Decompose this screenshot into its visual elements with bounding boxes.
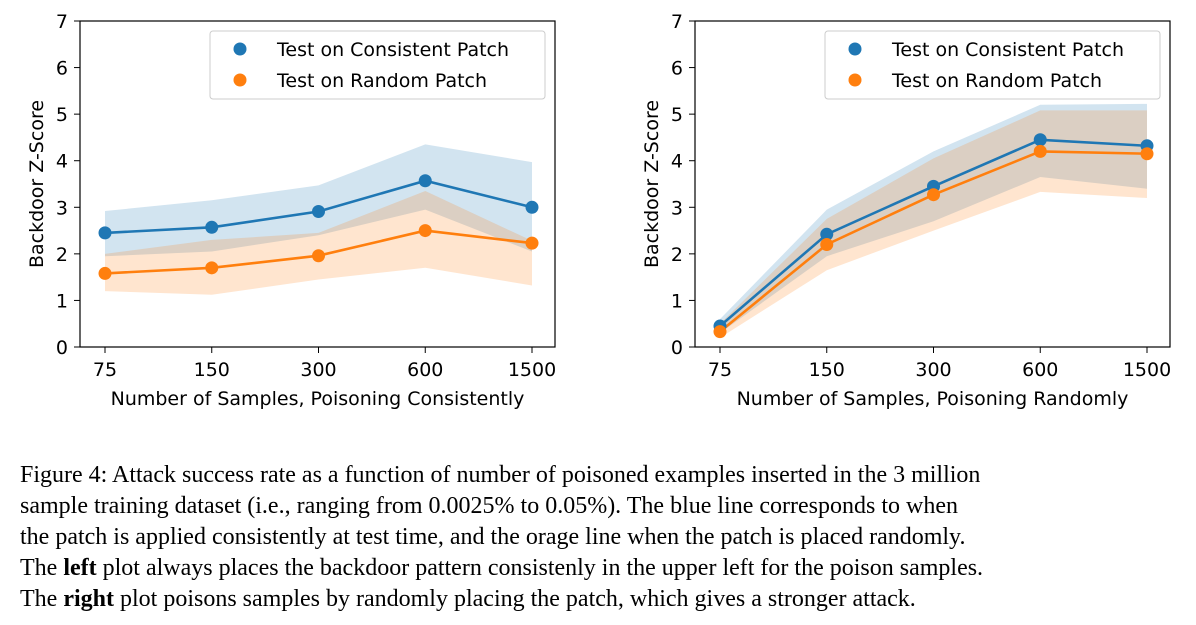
chart-left-legend-marker-1 xyxy=(233,73,247,87)
chart-right-point-s1-600 xyxy=(1033,144,1047,158)
chart-left-point-s1-300 xyxy=(312,249,325,263)
chart-right-point-s1-150 xyxy=(820,238,834,252)
chart-right-legend-label-1: Test on Random Patch xyxy=(891,70,1102,92)
right-chart: 0 1 2 3 4 5 6 7 75 150 300 600 1500 Number of Samples… xyxy=(641,11,1171,410)
chart-right-point-s1-75 xyxy=(713,325,727,339)
chart-right-ytick-label-6: 6 xyxy=(671,58,683,80)
chart-left-xtick-label-150: 150 xyxy=(194,359,230,381)
left-chart: 0 1 2 3 4 5 6 7 75 150 300 600 1500 Number of Samples… xyxy=(26,11,556,410)
chart-right-ytick-label-7: 7 xyxy=(671,11,683,33)
chart-left-ytick-label-3: 3 xyxy=(56,197,68,219)
caption-line-4-pre: The xyxy=(20,555,64,581)
chart-left-xlabel: Number of Samples, Poisoning Consistentl… xyxy=(111,388,525,410)
chart-left-xtick-label-300: 300 xyxy=(300,359,336,381)
caption-line-1: Figure 4: Attack success rate as a funct… xyxy=(20,462,981,488)
chart-right-ytick-label-1: 1 xyxy=(671,290,683,312)
chart-right-legend-marker-1 xyxy=(848,73,862,87)
chart-right-legend-label-0: Test on Consistent Patch xyxy=(891,39,1124,61)
caption-line-5: The right plot poisons samples by random… xyxy=(20,584,1190,615)
chart-right-ytick-label-0: 0 xyxy=(671,337,683,359)
chart-left-legend-box xyxy=(209,30,546,100)
chart-left-legend-marker-0 xyxy=(233,42,247,56)
chart-right-xtick-label-600: 600 xyxy=(1022,359,1058,381)
chart-right-point-s1-300 xyxy=(927,188,940,202)
chart-right-legend-box xyxy=(824,30,1161,100)
chart-left-point-s1-75 xyxy=(98,266,112,280)
caption-line-3: the patch is applied consistently at tes… xyxy=(20,524,966,550)
figure-caption: Figure 4: Attack success rate as a funct… xyxy=(20,460,1190,615)
chart-left-xtick-label-75: 75 xyxy=(93,359,117,381)
chart-right-xtick-label-1500: 1500 xyxy=(1123,359,1171,381)
chart-left-point-s0-300 xyxy=(312,204,325,218)
chart-left-point-s1-600 xyxy=(418,224,432,238)
chart-right-ytick-label-3: 3 xyxy=(671,197,683,219)
caption-line-5-post: plot poisons samples by randomly placing… xyxy=(113,586,916,612)
chart-right-axes-frame xyxy=(694,20,1171,348)
chart-right-xtick-label-300: 300 xyxy=(915,359,951,381)
chart-left-axes-frame xyxy=(79,20,556,348)
chart-left-xtick-label-1500: 1500 xyxy=(508,359,556,381)
caption-line-4: The left plot always places the backdoor… xyxy=(20,553,1190,584)
chart-left-xtick-label-600: 600 xyxy=(407,359,443,381)
chart-left-ytick-label-1: 1 xyxy=(56,290,68,312)
chart-left-point-s0-1500 xyxy=(525,200,539,214)
chart-left-ytick-label-2: 2 xyxy=(56,244,68,266)
figure-charts: 0 1 2 3 4 5 6 7 75 150 300 600 1500 Number of Samples… xyxy=(26,11,1171,410)
chart-left-ytick-label-0: 0 xyxy=(56,337,68,359)
chart-right-band-0 xyxy=(720,103,1147,334)
chart-right-xtick-label-75: 75 xyxy=(708,359,732,381)
chart-right-ylabel: Backdoor Z-Score xyxy=(641,100,663,268)
chart-right-band-1 xyxy=(720,110,1147,338)
chart-right-ytick-label-5: 5 xyxy=(671,104,683,126)
chart-right-point-s1-1500 xyxy=(1140,147,1154,161)
chart-right-legend-marker-0 xyxy=(848,42,862,56)
caption-left-bold: left xyxy=(63,555,97,581)
caption-line-2: sample training dataset (i.e., ranging f… xyxy=(20,493,958,519)
chart-left-point-s0-600 xyxy=(418,174,432,188)
chart-left-point-s1-150 xyxy=(205,261,219,275)
chart-left-legend-label-0: Test on Consistent Patch xyxy=(276,39,509,61)
chart-right-point-s0-600 xyxy=(1033,133,1047,147)
caption-right-bold: right xyxy=(63,586,114,612)
chart-left-point-s0-75 xyxy=(98,226,112,240)
chart-left-point-s1-1500 xyxy=(525,236,539,250)
chart-left-ytick-label-6: 6 xyxy=(56,58,68,80)
chart-right-ytick-label-2: 2 xyxy=(671,244,683,266)
chart-left-ylabel: Backdoor Z-Score xyxy=(26,100,48,268)
chart-left-legend-label-1: Test on Random Patch xyxy=(276,70,487,92)
chart-right-point-s0-150 xyxy=(820,227,834,241)
chart-left-point-s0-150 xyxy=(205,220,219,234)
chart-left-ytick-label-7: 7 xyxy=(56,11,68,33)
caption-line-4-post: plot always places the backdoor pattern … xyxy=(96,555,984,581)
chart-right-ytick-label-4: 4 xyxy=(671,151,683,173)
chart-left-ytick-label-5: 5 xyxy=(56,104,68,126)
chart-left-ytick-label-4: 4 xyxy=(56,151,68,173)
caption-line-5-pre: The xyxy=(20,586,64,612)
chart-right-xlabel: Number of Samples, Poisoning Randomly xyxy=(737,388,1129,410)
chart-right-xtick-label-150: 150 xyxy=(809,359,845,381)
